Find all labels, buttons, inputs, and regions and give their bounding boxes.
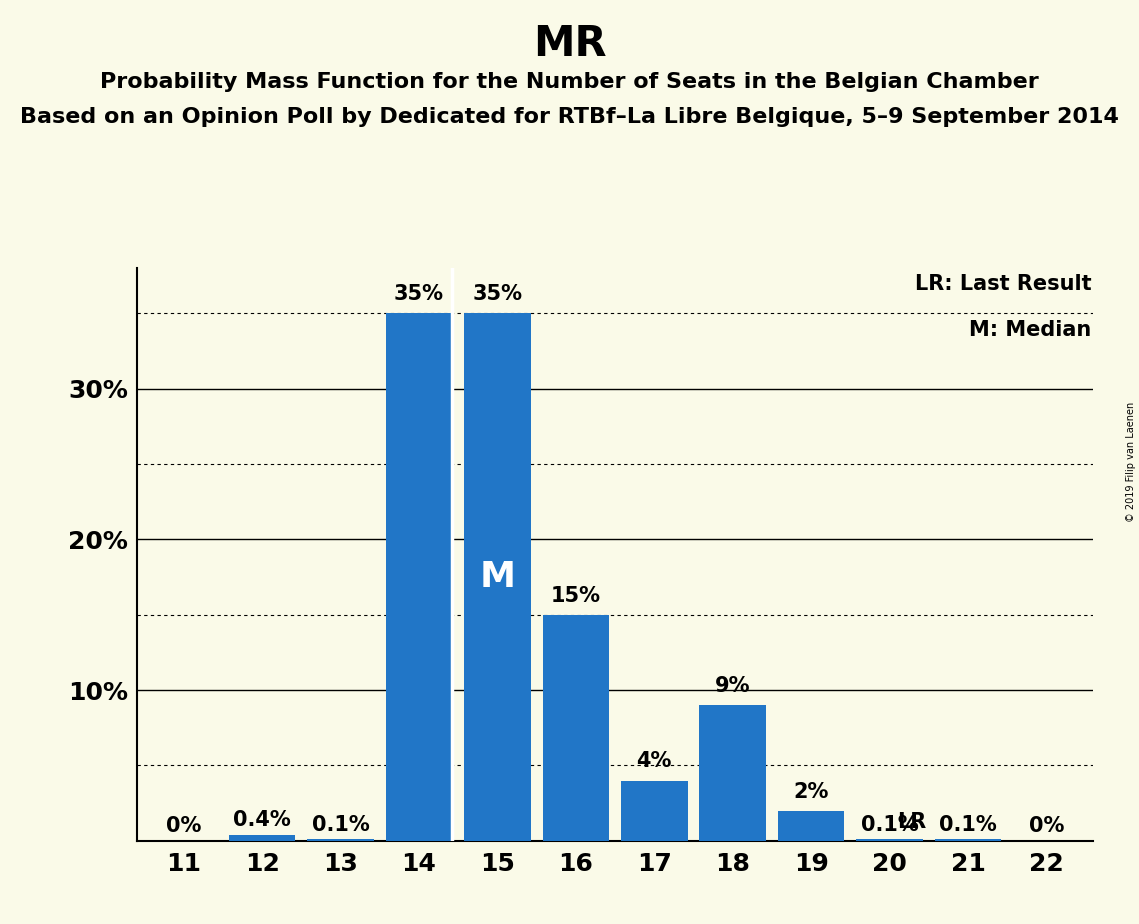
Text: 0.1%: 0.1% [939,815,997,834]
Text: LR: Last Result: LR: Last Result [915,274,1091,294]
Text: © 2019 Filip van Laenen: © 2019 Filip van Laenen [1126,402,1136,522]
Bar [229,834,295,841]
Text: 9%: 9% [715,676,751,696]
Text: 0.1%: 0.1% [312,815,369,834]
Bar [386,313,452,841]
Bar [542,614,609,841]
Bar [464,313,531,841]
Bar [621,781,688,841]
Text: 35%: 35% [394,285,444,304]
Text: 0%: 0% [1029,816,1064,836]
Text: 0%: 0% [166,816,202,836]
Text: LR: LR [898,812,927,832]
Text: Probability Mass Function for the Number of Seats in the Belgian Chamber: Probability Mass Function for the Number… [100,72,1039,92]
Text: 0.4%: 0.4% [233,810,292,831]
Text: 0.1%: 0.1% [861,815,918,834]
Text: MR: MR [533,23,606,65]
Bar [699,705,767,841]
Text: M: M [480,560,516,594]
Bar [308,839,374,841]
Text: 35%: 35% [473,285,523,304]
Text: Based on an Opinion Poll by Dedicated for RTBf–La Libre Belgique, 5–9 September : Based on an Opinion Poll by Dedicated fo… [21,107,1118,128]
Bar [857,839,923,841]
Text: M: Median: M: Median [969,320,1091,339]
Text: 15%: 15% [551,586,601,605]
Text: 4%: 4% [637,751,672,772]
Bar [935,839,1001,841]
Bar [778,810,844,841]
Text: 2%: 2% [794,782,829,802]
